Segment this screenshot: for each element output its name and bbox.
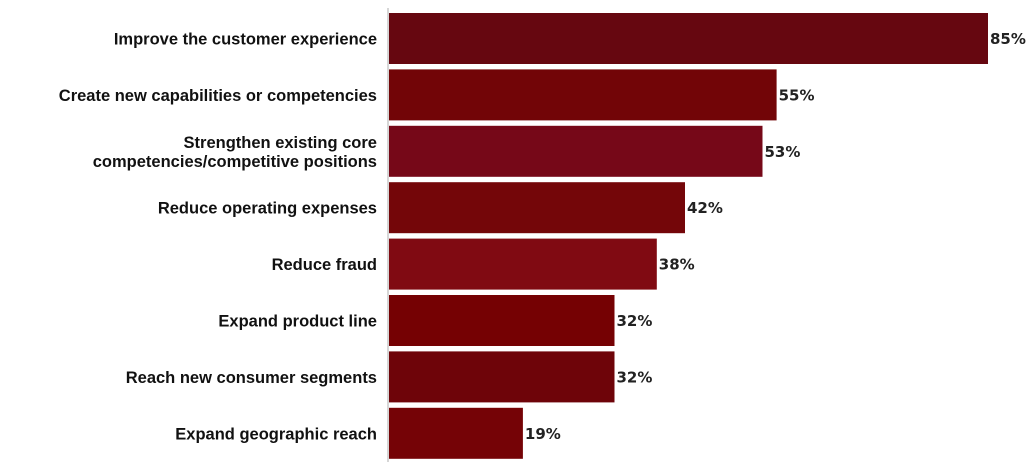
bar-4 (389, 182, 685, 234)
bar-5 (389, 238, 657, 290)
category-label-line: Create new capabilities or competencies (59, 87, 377, 105)
category-label-line: Strengthen existing core (184, 134, 377, 152)
category-label-line: Reduce operating expenses (158, 200, 377, 218)
value-labels-group: 85% 55% 53% 42% 38% 32% 32% 19% (525, 30, 1026, 443)
value-label-7: 32% (617, 368, 653, 386)
category-label-line: Reduce fraud (272, 256, 377, 274)
value-label-5: 38% (659, 256, 695, 274)
category-label-line: competencies/competitive positions (93, 153, 377, 171)
bar-6 (389, 295, 615, 346)
category-label-6: Expand product line (218, 313, 377, 331)
category-label-line: Reach new consumer segments (126, 369, 377, 387)
category-labels-group: Improve the customer experience Create ne… (59, 31, 377, 444)
bars-group (389, 13, 988, 459)
bar-3 (389, 125, 763, 177)
bar-2 (389, 69, 777, 121)
category-label-7: Reach new consumer segments (126, 369, 377, 387)
category-label-line: Improve the customer experience (114, 31, 377, 49)
value-label-6: 32% (617, 312, 653, 330)
bar-8 (389, 407, 523, 459)
value-label-1: 85% (990, 30, 1026, 48)
category-label-4: Reduce operating expenses (158, 200, 377, 218)
category-label-3: Strengthen existing core competencies/com… (93, 134, 377, 171)
category-label-8: Expand geographic reach (175, 425, 377, 443)
category-label-2: Create new capabilities or competencies (59, 87, 377, 105)
value-label-8: 19% (525, 425, 561, 443)
bar-1 (389, 13, 988, 64)
category-label-1: Improve the customer experience (114, 31, 377, 49)
category-label-line: Expand product line (218, 313, 377, 331)
value-label-2: 55% (779, 86, 815, 104)
value-label-4: 42% (687, 199, 723, 217)
category-label-5: Reduce fraud (272, 256, 377, 274)
bar-7 (389, 351, 615, 403)
category-label-line: Expand geographic reach (175, 425, 377, 443)
value-label-3: 53% (765, 143, 801, 161)
